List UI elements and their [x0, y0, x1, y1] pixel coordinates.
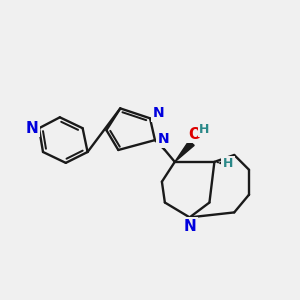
Polygon shape: [175, 141, 194, 162]
Text: H: H: [199, 123, 210, 136]
Text: H: H: [223, 158, 233, 170]
Text: O: O: [188, 127, 201, 142]
Text: N: N: [26, 121, 38, 136]
Text: N: N: [183, 219, 196, 234]
Text: N: N: [153, 106, 165, 120]
Text: N: N: [158, 132, 170, 146]
